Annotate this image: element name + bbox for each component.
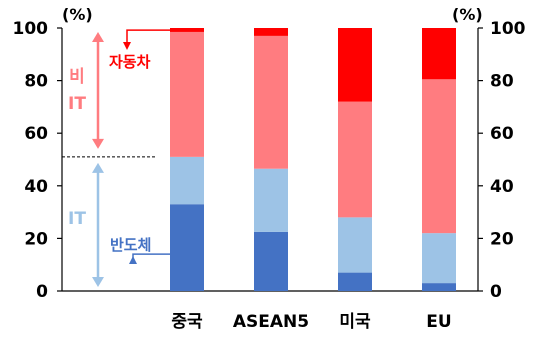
semi-connector-line — [132, 253, 170, 262]
auto-connector-line — [126, 29, 170, 44]
right-tick-label: 60 — [490, 124, 514, 144]
non-it-label-line2: IT — [68, 94, 86, 114]
bar-segment-2 — [338, 101, 372, 218]
bar-segment-2 — [254, 35, 288, 169]
right-tick-label: 100 — [490, 19, 526, 39]
bar-segment-3 — [254, 28, 288, 36]
bar-segment-2 — [170, 31, 204, 157]
semi-label: 반도체 — [110, 236, 151, 254]
auto-connector-arrowhead — [123, 42, 131, 50]
it-arrow-head-down — [92, 277, 104, 287]
right-tick-label: 20 — [490, 229, 514, 249]
right-tick-label: 0 — [490, 282, 502, 302]
it-arrow-head-up — [92, 162, 104, 173]
category-label: 미국 — [339, 312, 371, 332]
bar-segment-3 — [170, 28, 204, 32]
bar-segment-1 — [422, 233, 456, 284]
left-tick-label: 100 — [13, 19, 49, 39]
right-tick-label: 80 — [490, 72, 514, 92]
non-it-arrow-head-down — [92, 138, 104, 149]
bar-segment-0 — [422, 283, 456, 291]
left-axis-unit: (%) — [62, 5, 93, 24]
bar-segment-0 — [338, 272, 372, 291]
right-tick-label: 40 — [490, 177, 514, 197]
left-tick-label: 60 — [24, 124, 48, 144]
left-tick-label: 80 — [24, 72, 48, 92]
it-label: IT — [68, 209, 86, 229]
right-axis-unit: (%) — [452, 5, 483, 24]
bar-segment-3 — [422, 28, 456, 80]
category-label: EU — [426, 312, 451, 332]
category-label: 중국 — [171, 312, 203, 332]
bar-segment-1 — [338, 217, 372, 273]
bar-segment-1 — [254, 168, 288, 232]
semi-connector-arrowhead — [129, 256, 137, 264]
left-tick-label: 40 — [24, 177, 48, 197]
non-it-label-line1: 비 — [69, 67, 85, 87]
left-tick-label: 0 — [36, 282, 48, 302]
auto-label: 자동차 — [109, 53, 151, 71]
left-tick-label: 20 — [24, 229, 48, 249]
bar-segment-1 — [170, 156, 204, 205]
bar-segment-0 — [254, 231, 288, 291]
non-it-arrow-head-up — [92, 32, 104, 42]
bar-segment-0 — [170, 204, 204, 291]
category-label: ASEAN5 — [233, 312, 309, 332]
bar-segment-3 — [338, 28, 372, 102]
bar-segment-2 — [422, 79, 456, 234]
